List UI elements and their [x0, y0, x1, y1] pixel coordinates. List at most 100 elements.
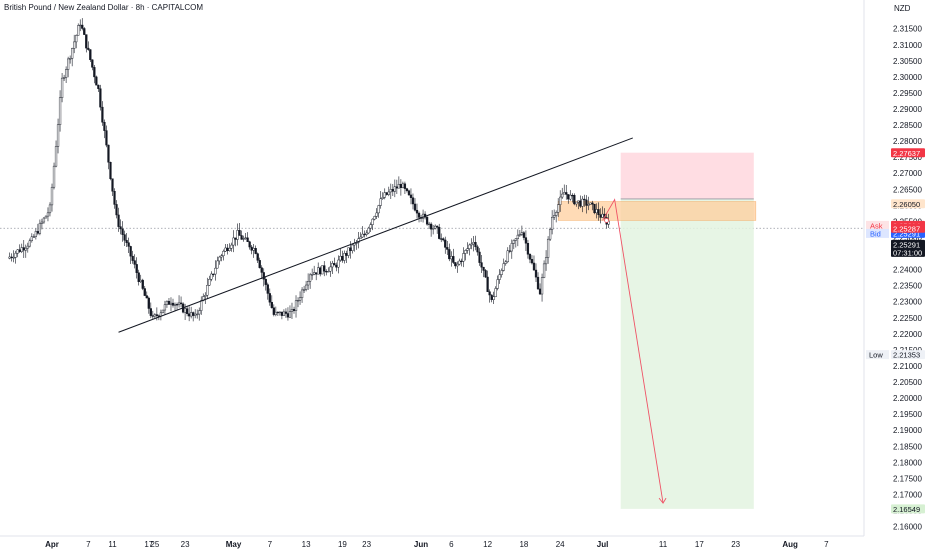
candle-body: [462, 253, 465, 262]
candle-body: [246, 237, 249, 242]
candle-body: [34, 231, 37, 237]
candle-body: [403, 183, 407, 189]
price-tick-label: 2.23000: [893, 298, 922, 307]
candle-body: [62, 77, 66, 79]
candle-body: [121, 228, 124, 235]
low-tag: Low: [869, 351, 883, 360]
candle-body: [179, 302, 183, 305]
time-tick-label: 18: [519, 540, 528, 549]
candle-body: [357, 238, 360, 243]
candle-body: [575, 201, 578, 205]
chart-title: British Pound / New Zealand Dollar · 8h …: [4, 3, 204, 12]
candle-body: [407, 190, 411, 196]
candle-body: [565, 192, 568, 195]
candle-body: [518, 233, 521, 236]
candle-body: [425, 216, 429, 225]
candle-body: [438, 227, 441, 239]
candle-body: [226, 247, 229, 251]
time-tick-label: 17: [695, 540, 704, 549]
candle-body: [185, 308, 189, 314]
candle-body: [32, 236, 35, 238]
candle-body: [516, 234, 519, 239]
price-tick-label: 2.29000: [893, 105, 922, 114]
candle-body: [137, 272, 140, 282]
candle-body: [325, 271, 328, 273]
candle-body: [214, 267, 217, 275]
candle-body: [296, 300, 300, 302]
candle-body: [183, 308, 187, 313]
candle-body: [262, 272, 265, 280]
candle-body: [526, 243, 530, 255]
candle-body: [188, 313, 191, 317]
candle-body: [405, 188, 409, 191]
candle-body: [97, 84, 100, 89]
candle-body: [319, 267, 322, 275]
candle-body: [496, 279, 499, 289]
projection-path[interactable]: [602, 198, 664, 504]
candle-body: [155, 314, 158, 316]
candle-body: [28, 240, 31, 247]
candle-body: [559, 196, 562, 205]
candle-body: [24, 247, 27, 251]
candle-body: [288, 311, 292, 318]
candle-body: [385, 192, 388, 195]
candle-body: [298, 297, 302, 301]
candle-body: [456, 263, 459, 267]
trendline[interactable]: [118, 137, 633, 333]
candle-body: [381, 197, 384, 199]
time-tick-label: 17: [144, 540, 153, 549]
candle-body: [10, 256, 13, 258]
price-tick-label: 2.28500: [893, 121, 922, 130]
candle-body: [177, 302, 181, 305]
candle-body: [304, 284, 308, 290]
price-axis[interactable]: 2.31500 2.31000 2.30500 2.30000 2.29500 2.290…: [893, 25, 922, 532]
candle-body: [258, 260, 261, 268]
candle-body: [341, 255, 344, 261]
ask-tag: Ask: [870, 221, 883, 230]
take-profit-zone[interactable]: [620, 198, 754, 509]
time-tick-label: 7: [824, 540, 829, 549]
candle-body: [577, 200, 580, 203]
candle-body: [377, 205, 380, 214]
candle-body: [317, 267, 320, 275]
candle-body: [480, 262, 483, 268]
price-tick-label: 2.17500: [893, 474, 922, 483]
candle-body: [409, 194, 413, 198]
candle-body: [266, 284, 269, 294]
candle-body: [69, 58, 72, 60]
candle-body: [591, 202, 594, 205]
candle-body: [448, 249, 451, 260]
candle-body: [500, 270, 503, 275]
candle-body: [64, 69, 68, 78]
candle-body: [119, 226, 122, 230]
candle-body: [44, 215, 48, 219]
candle-body: [71, 48, 74, 59]
time-tick-label: 25: [150, 540, 159, 549]
candle-body: [282, 311, 286, 316]
candle-body: [417, 212, 421, 218]
candle-body: [175, 304, 179, 306]
candle-body: [599, 214, 602, 218]
stop-loss-zone[interactable]: [620, 152, 754, 199]
candle-body: [218, 256, 221, 262]
price-tick-label: 2.28000: [893, 137, 922, 146]
price-tick-label: 2.18000: [893, 458, 922, 467]
candle-body: [107, 144, 110, 163]
candle-body: [536, 276, 540, 290]
time-tick-label: Jul: [597, 540, 609, 549]
candle-body: [363, 233, 366, 236]
candle-body: [204, 295, 207, 297]
candle-body: [30, 236, 33, 242]
candle-body: [75, 35, 78, 43]
candle-body: [139, 279, 142, 282]
candle-body: [151, 315, 154, 317]
candle-body: [79, 24, 82, 27]
candle-body: [510, 243, 513, 252]
candle-body: [242, 238, 245, 240]
candle-body: [492, 296, 495, 300]
time-axis[interactable]: 25 Apr 7 11 17 23 May 7 13 19 23 Jun 6 12 18 24 Jul 11 17 2…: [45, 540, 829, 549]
candle-body: [192, 312, 195, 316]
candle-body: [284, 311, 288, 314]
stop-price-label-bg: [891, 148, 925, 158]
